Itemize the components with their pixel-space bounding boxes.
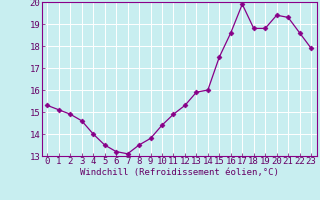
X-axis label: Windchill (Refroidissement éolien,°C): Windchill (Refroidissement éolien,°C) [80,168,279,177]
